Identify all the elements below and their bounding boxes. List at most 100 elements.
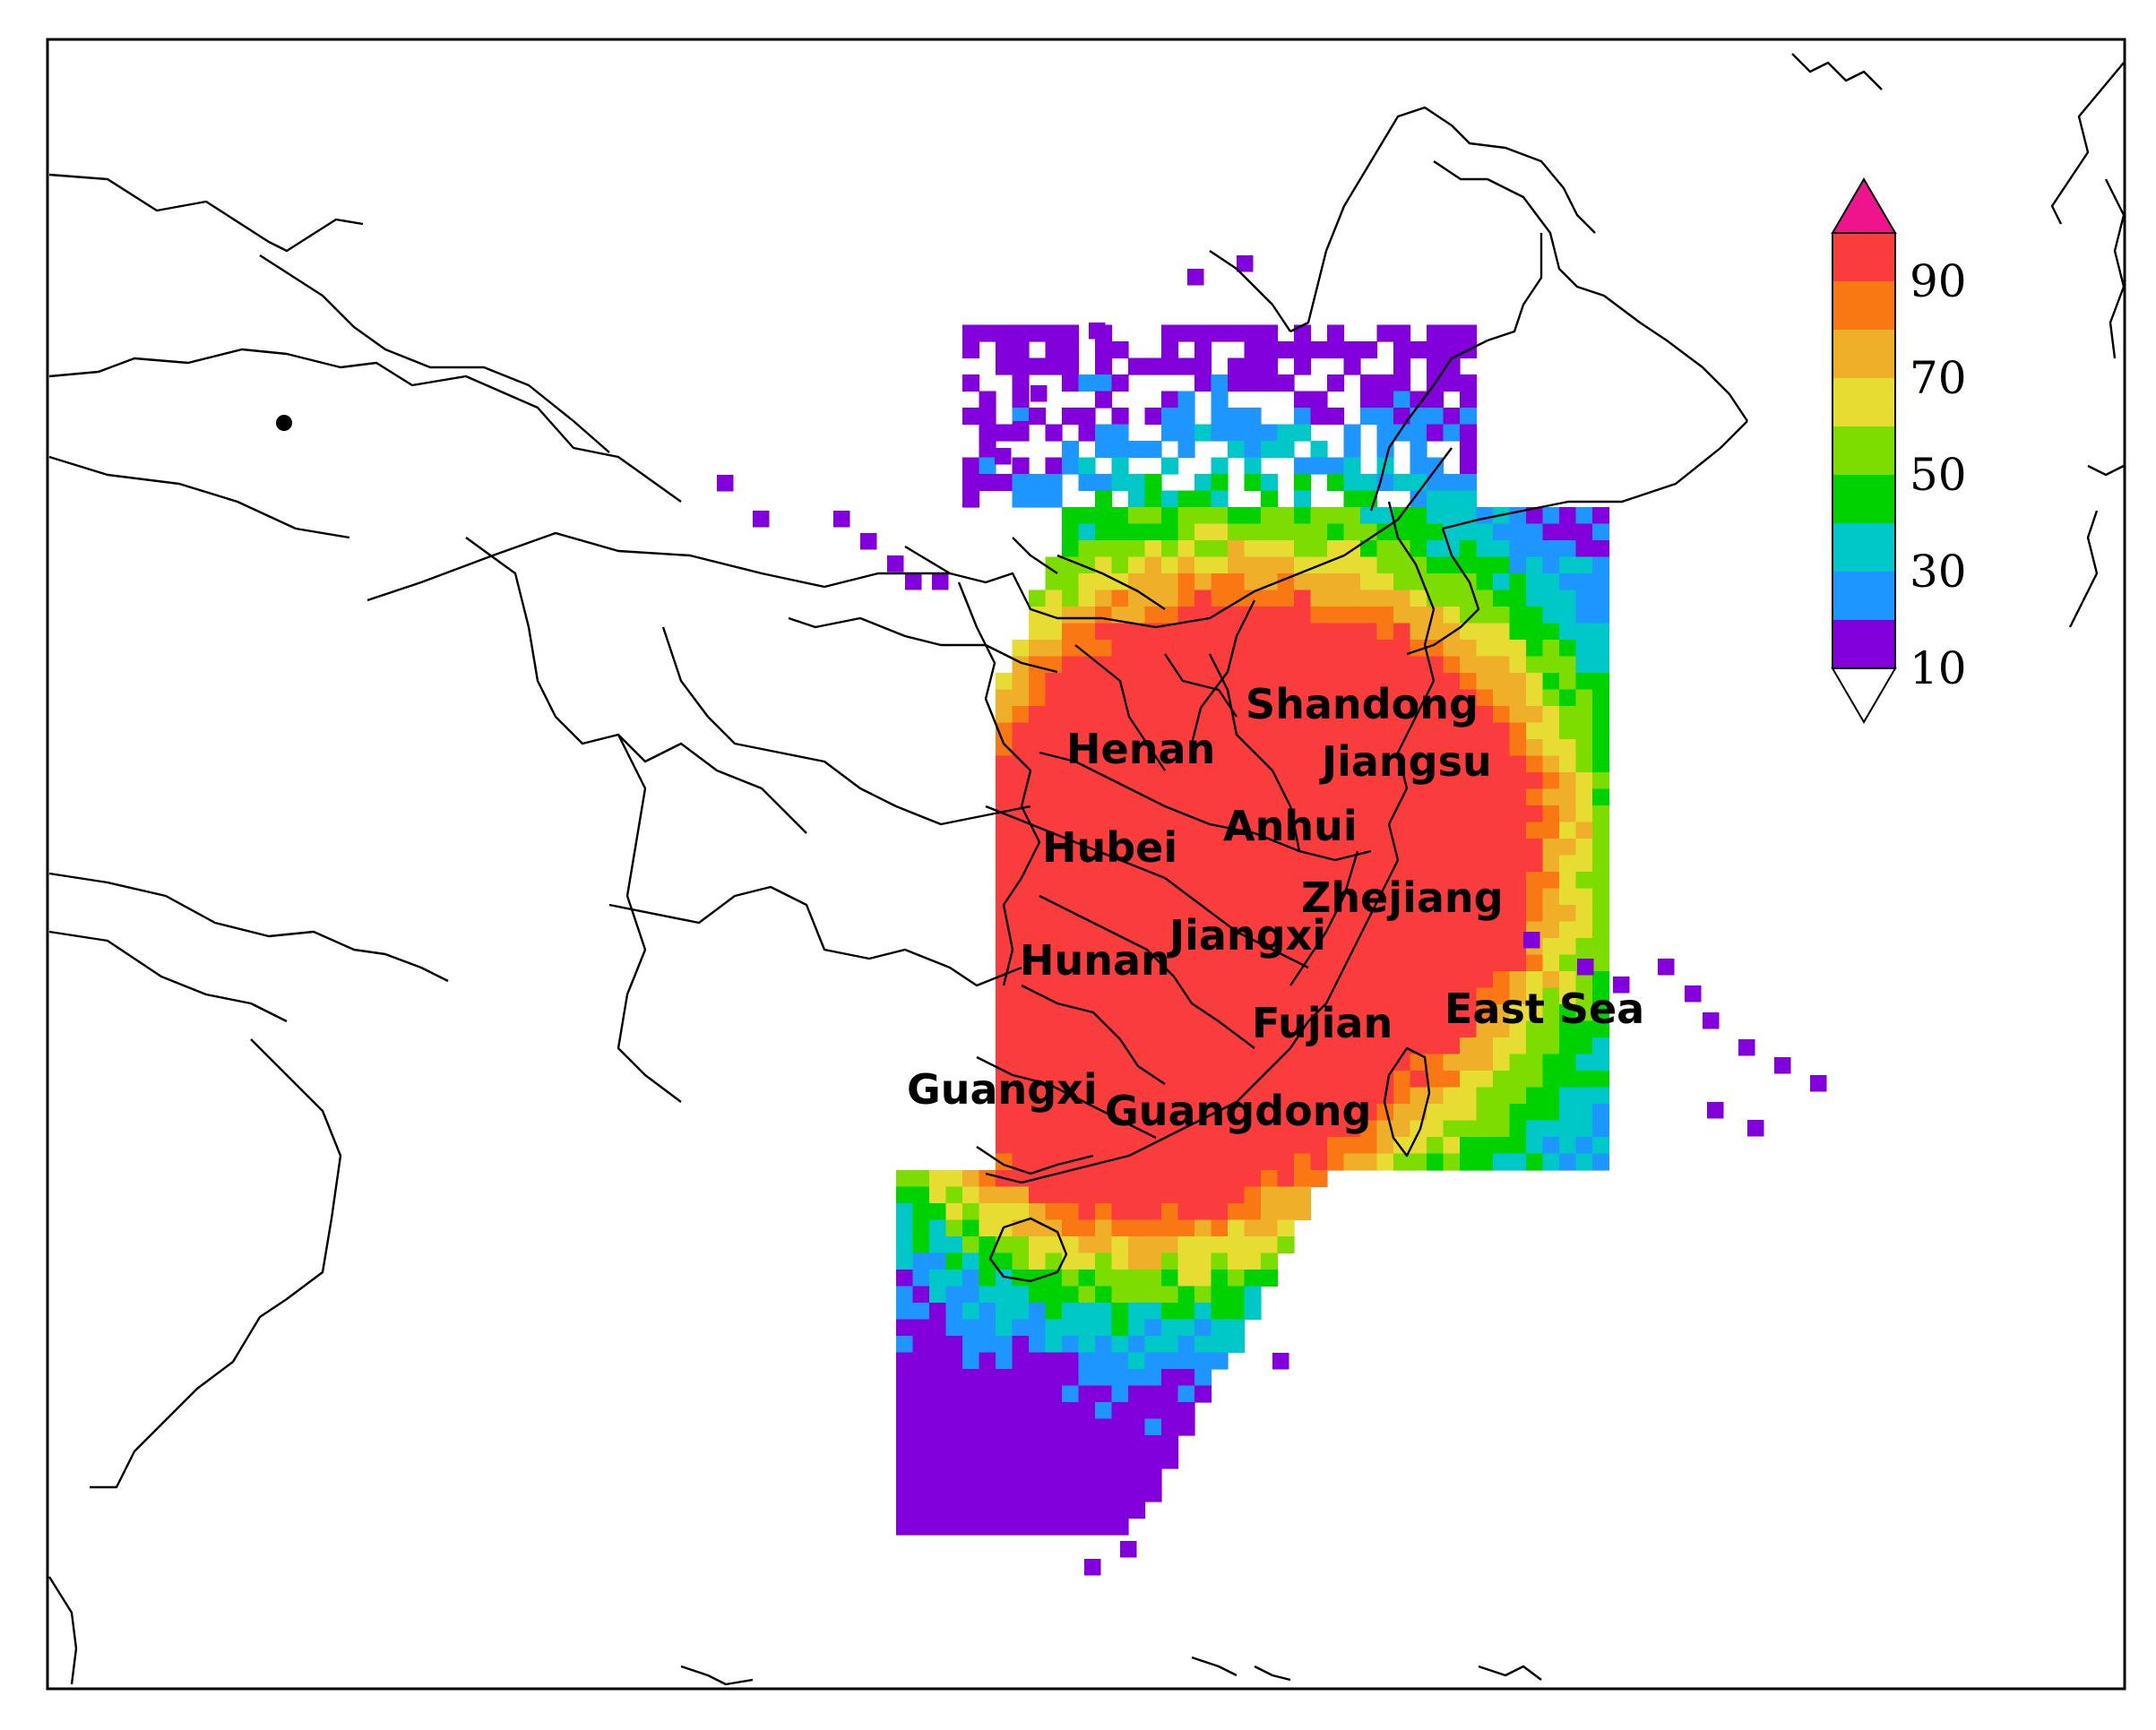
grid-cell xyxy=(1078,822,1096,839)
grid-cell xyxy=(1029,1087,1047,1105)
grid-cell xyxy=(1095,905,1113,923)
grid-cell xyxy=(1294,1037,1312,1055)
grid-cell xyxy=(1029,1336,1047,1354)
grid-cell xyxy=(1144,673,1162,691)
grid-cell xyxy=(1393,391,1411,409)
grid-cell xyxy=(979,1236,996,1254)
grid-cell xyxy=(1393,822,1411,839)
grid-cell xyxy=(1029,739,1047,757)
grid-cell xyxy=(1078,855,1096,873)
grid-cell xyxy=(1095,1236,1113,1254)
grid-cell xyxy=(1493,523,1511,541)
grid-cell xyxy=(1542,1020,1560,1038)
grid-cell xyxy=(1228,507,1246,525)
grid-cell xyxy=(1012,1286,1030,1304)
grid-cell xyxy=(1476,1054,1494,1072)
grid-cell xyxy=(1327,573,1345,591)
grid-cell xyxy=(1194,640,1212,658)
grid-cell xyxy=(1095,1435,1113,1453)
grid-cell xyxy=(1194,590,1212,607)
grid-cell xyxy=(1128,1303,1146,1321)
grid-cell xyxy=(1476,921,1494,939)
grid-cell xyxy=(1460,540,1478,558)
grid-cell xyxy=(1376,706,1394,724)
grid-cell xyxy=(1327,474,1345,492)
grid-cell xyxy=(1194,1203,1212,1221)
grid-cell xyxy=(1327,607,1345,624)
grid-cell xyxy=(1294,1054,1312,1072)
grid-cell xyxy=(1128,1319,1146,1337)
grid-cell xyxy=(1327,656,1345,674)
grid-cell xyxy=(1277,1153,1295,1171)
grid-cell xyxy=(1012,1270,1030,1287)
grid-cell xyxy=(929,1435,947,1453)
grid-cell xyxy=(1078,1104,1096,1122)
grid-cell xyxy=(962,1270,980,1287)
grid-cell xyxy=(1144,357,1162,375)
grid-cell xyxy=(1360,408,1378,426)
grid-cell xyxy=(979,1435,996,1453)
grid-cell xyxy=(1393,374,1411,392)
grid-cell xyxy=(1343,590,1361,607)
grid-cell xyxy=(1228,523,1246,541)
grid-cell xyxy=(1144,987,1162,1005)
grid-cell xyxy=(1493,673,1511,691)
grid-cell xyxy=(929,1303,947,1321)
grid-cell xyxy=(1095,1451,1113,1469)
grid-cell xyxy=(1177,1137,1195,1155)
grid-cell xyxy=(1460,1104,1478,1122)
grid-cell xyxy=(1360,507,1378,525)
grid-cell xyxy=(1128,1071,1146,1089)
grid-cell xyxy=(1410,573,1427,591)
grid-cell xyxy=(1493,1054,1511,1072)
grid-cell xyxy=(1078,1004,1096,1022)
grid-cell xyxy=(1228,755,1246,773)
grid-cell xyxy=(1575,1020,1593,1038)
grid-cell xyxy=(1310,1020,1328,1038)
grid-cell xyxy=(1294,457,1312,475)
grid-cell xyxy=(1592,1104,1610,1122)
grid-cell xyxy=(1128,1236,1146,1254)
grid-cell xyxy=(1559,888,1577,906)
grid-cell xyxy=(1592,573,1610,591)
grid-cell xyxy=(1376,590,1394,607)
grid-cell xyxy=(1029,357,1047,375)
grid-cell xyxy=(1476,556,1494,574)
grid-cell xyxy=(1542,1153,1560,1171)
grid-cell xyxy=(1703,1012,1720,1029)
grid-cell xyxy=(1427,490,1445,508)
grid-cell xyxy=(1310,805,1328,823)
grid-cell xyxy=(1559,706,1577,724)
grid-cell xyxy=(1277,822,1295,839)
grid-cell xyxy=(1523,932,1540,949)
grid-cell xyxy=(1078,1071,1096,1089)
grid-cell xyxy=(1111,1054,1129,1072)
grid-cell xyxy=(1261,1219,1279,1237)
grid-cell xyxy=(1261,441,1279,459)
grid-cell xyxy=(1277,374,1295,392)
grid-cell xyxy=(996,1054,1013,1072)
grid-cell xyxy=(1161,623,1179,641)
grid-cell xyxy=(1443,673,1461,691)
grid-cell xyxy=(896,1485,914,1502)
grid-cell xyxy=(1261,954,1279,972)
grid-cell xyxy=(1095,607,1113,624)
grid-cell xyxy=(1161,324,1179,342)
grid-cell xyxy=(1194,424,1212,442)
grid-cell xyxy=(1509,1137,1527,1155)
grid-cell xyxy=(1410,921,1427,939)
grid-cell xyxy=(1327,706,1345,724)
grid-cell xyxy=(1393,805,1411,823)
grid-cell xyxy=(1029,1071,1047,1089)
grid-cell xyxy=(1244,1186,1262,1204)
grid-cell xyxy=(1228,1153,1246,1171)
grid-cell xyxy=(1310,1004,1328,1022)
grid-cell xyxy=(1012,1418,1030,1436)
grid-cell xyxy=(1261,855,1279,873)
grid-cell xyxy=(1228,1004,1246,1022)
grid-cell xyxy=(1244,441,1262,459)
grid-cell xyxy=(1144,1153,1162,1171)
grid-cell xyxy=(1111,888,1129,906)
grid-cell xyxy=(1062,805,1080,823)
grid-cell xyxy=(1575,573,1593,591)
